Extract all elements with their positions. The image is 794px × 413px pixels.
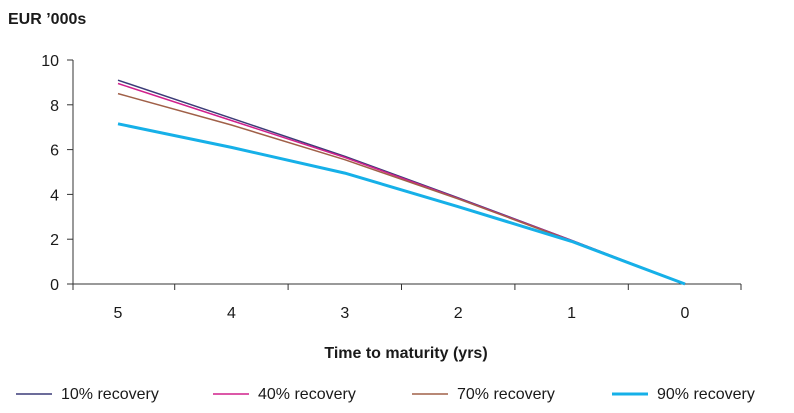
legend-label: 40% recovery: [258, 386, 356, 403]
legend-item: 10% recovery: [16, 386, 159, 403]
y-tick-label: 2: [50, 232, 59, 249]
x-tick-label: 3: [340, 305, 349, 322]
y-tick-label: 6: [50, 143, 59, 160]
legend-item: 90% recovery: [612, 386, 755, 403]
x-tick-label: 4: [227, 305, 236, 322]
series-line-40-recovery: [117, 82, 686, 285]
x-tick-label: 1: [567, 305, 576, 322]
x-axis: 5 4 3 2 1 0: [72, 283, 742, 322]
x-axis-title: Time to maturity (yrs): [324, 345, 487, 362]
y-tick-label: 10: [41, 53, 59, 70]
legend-item: 70% recovery: [412, 386, 555, 403]
x-tick-label: 0: [681, 305, 690, 322]
x-tick-label: 2: [454, 305, 463, 322]
legend-label: 90% recovery: [657, 386, 755, 403]
unit-label: EUR ’000s: [8, 11, 86, 28]
y-tick-label: 4: [50, 187, 59, 204]
series-line-90-recovery: [117, 122, 686, 286]
legend-label: 70% recovery: [457, 386, 555, 403]
legend-item: 40% recovery: [213, 386, 356, 403]
y-axis: 0 2 4 6 8 10: [41, 53, 74, 294]
legend-label: 10% recovery: [61, 386, 159, 403]
legend: 10% recovery 40% recovery 70% recovery 90% …: [16, 386, 755, 403]
y-tick-label: 0: [50, 277, 59, 294]
x-tick-label: 5: [114, 305, 123, 322]
series-layer: [117, 79, 686, 286]
y-tick-label: 8: [50, 98, 59, 115]
